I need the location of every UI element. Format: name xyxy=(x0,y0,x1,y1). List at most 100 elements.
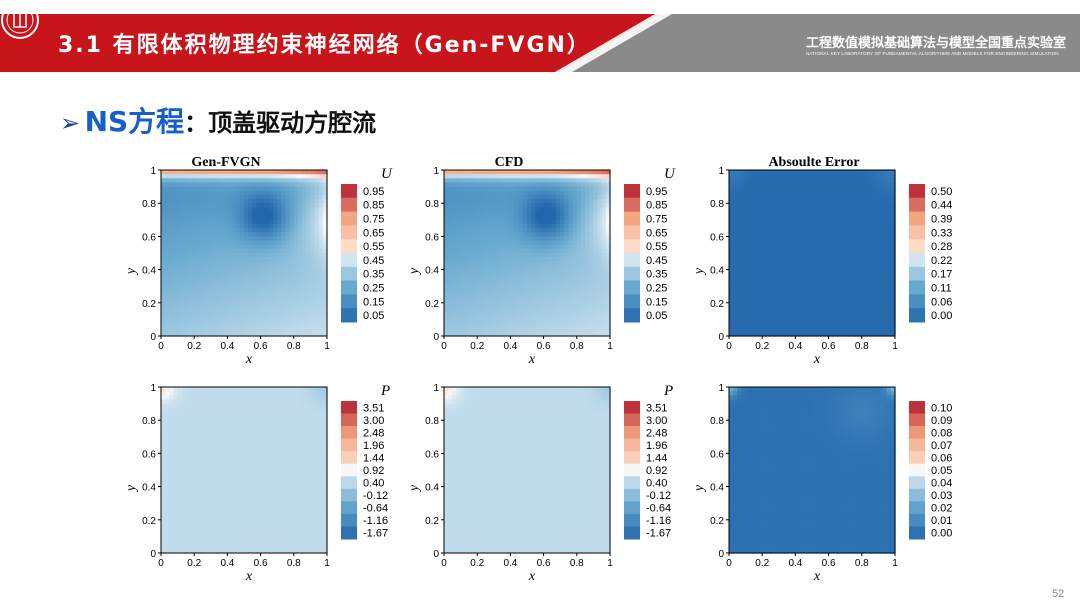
heatmap-cell xyxy=(506,323,511,329)
heatmap-cell xyxy=(878,174,884,179)
heatmap-cell xyxy=(289,302,295,308)
heatmap-cell xyxy=(878,194,884,200)
heatmap-cell xyxy=(774,331,780,337)
heatmap-cell xyxy=(861,265,867,271)
heatmap-cell xyxy=(518,215,524,221)
heatmap-cell xyxy=(256,306,262,312)
heatmap-cell xyxy=(285,311,291,316)
heatmap-cell xyxy=(277,232,282,237)
heatmap-cell xyxy=(556,248,561,254)
heatmap-cell xyxy=(832,261,838,267)
heatmap-cell xyxy=(878,306,884,312)
heatmap-cell xyxy=(870,215,875,221)
heatmap-cell xyxy=(514,203,520,208)
heatmap-cell xyxy=(310,199,316,204)
heatmap-cell xyxy=(593,170,599,175)
heatmap-cell xyxy=(782,190,788,196)
heatmap-cell xyxy=(285,302,291,308)
heatmap-cell xyxy=(737,232,743,237)
heatmap-cell xyxy=(510,244,516,250)
heatmap-cell xyxy=(749,190,755,196)
heatmap-cell xyxy=(799,190,805,196)
heatmap-cell xyxy=(210,215,216,221)
heatmap-cell xyxy=(464,248,470,254)
heatmap-cell xyxy=(297,219,303,225)
heatmap-cell xyxy=(841,199,846,204)
y-tick-label: 0.6 xyxy=(142,232,156,243)
heatmap-cell xyxy=(803,331,809,337)
heatmap-cell xyxy=(737,253,743,258)
heatmap-cell xyxy=(597,215,603,221)
heatmap-cell xyxy=(161,399,166,405)
heatmap-cell xyxy=(770,306,776,312)
heatmap-cell xyxy=(252,294,258,300)
heatmap-cell xyxy=(836,174,842,179)
heatmap-cell xyxy=(169,178,175,184)
heatmap-cell xyxy=(485,315,491,320)
heatmap-cell xyxy=(514,248,520,254)
heatmap-cell xyxy=(477,215,482,221)
heatmap-cell xyxy=(448,190,453,196)
heatmap-cell xyxy=(576,315,582,320)
heatmap-cell xyxy=(733,178,738,184)
heatmap-cell xyxy=(481,302,487,308)
heatmap-cell xyxy=(497,306,503,312)
heatmap-cell xyxy=(169,219,175,225)
heatmap-cell xyxy=(886,203,892,208)
heatmap-cell xyxy=(231,174,237,179)
heatmap-cell xyxy=(832,306,838,312)
heatmap-cell xyxy=(510,265,516,271)
heatmap-cell xyxy=(836,186,842,192)
heatmap-cell xyxy=(473,186,478,192)
heatmap-cell xyxy=(770,232,776,237)
heatmap-cell xyxy=(497,323,503,329)
heatmap-cell xyxy=(448,236,453,242)
heatmap-cell xyxy=(865,199,871,204)
heatmap-cell xyxy=(778,319,784,325)
heatmap-cell xyxy=(448,331,453,337)
heatmap-cell xyxy=(444,298,449,304)
heatmap-cell xyxy=(733,207,738,213)
heatmap-cell xyxy=(252,269,258,275)
heatmap-cell xyxy=(832,311,838,316)
heatmap-cell xyxy=(493,182,499,188)
heatmap-cell xyxy=(502,253,507,258)
heatmap-cell xyxy=(477,294,482,300)
heatmap-cell xyxy=(865,236,871,242)
heatmap-cell xyxy=(273,286,278,291)
heatmap-cell xyxy=(260,182,266,188)
heatmap-cell xyxy=(518,207,524,213)
section-subtitle: ：顶盖驱动方腔流 xyxy=(184,109,377,137)
heatmap-cell xyxy=(252,211,258,217)
heatmap-cell xyxy=(473,170,478,175)
heatmap-cell xyxy=(268,170,274,175)
y-tick-label: 0.2 xyxy=(710,299,724,310)
heatmap-cell xyxy=(244,253,249,258)
heatmap-cell xyxy=(244,273,249,279)
heatmap-cell xyxy=(310,298,316,304)
heatmap-cell xyxy=(733,228,738,233)
heatmap-cell xyxy=(774,228,780,233)
heatmap-cell xyxy=(576,277,582,283)
heatmap-cell xyxy=(886,248,892,254)
heatmap-cell xyxy=(456,286,462,291)
heatmap-cell xyxy=(585,182,590,188)
heatmap-cell xyxy=(824,232,830,237)
heatmap-cell xyxy=(244,257,249,262)
heatmap-cell xyxy=(865,327,871,333)
heatmap-cell xyxy=(252,286,258,291)
heatmap-cell xyxy=(190,265,195,271)
heatmap-cell xyxy=(828,257,834,262)
heatmap-cell xyxy=(277,199,282,204)
heatmap-cell xyxy=(477,306,482,312)
heatmap-cell xyxy=(210,182,216,188)
heatmap-cell xyxy=(264,306,270,312)
heatmap-cell xyxy=(861,311,867,316)
heatmap-cell xyxy=(745,286,751,291)
heatmap-cell xyxy=(770,269,776,275)
heatmap-cell xyxy=(605,223,611,229)
heatmap-cell xyxy=(539,315,545,320)
heatmap-cell xyxy=(865,302,871,308)
heatmap-cell xyxy=(733,248,738,254)
heatmap-cell xyxy=(741,203,747,208)
